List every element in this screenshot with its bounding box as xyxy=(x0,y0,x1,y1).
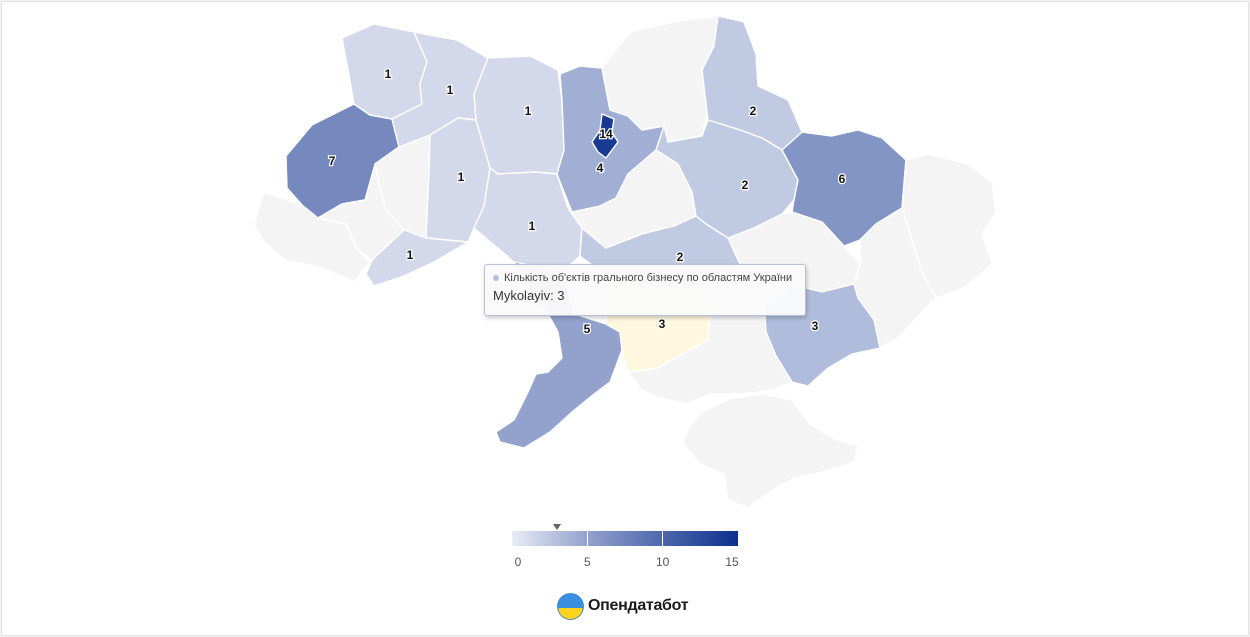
region-label-lviv: 7 xyxy=(329,154,336,168)
region-label-khmelnytskyi: 1 xyxy=(458,170,465,184)
region-label-kyiv-oblast: 4 xyxy=(597,161,604,175)
region-label-kharkiv: 6 xyxy=(839,172,846,186)
map-tooltip: Кількість об'єктів грального бізнесу по … xyxy=(484,264,806,316)
region-label-odesa: 5 xyxy=(584,322,591,336)
legend-hover-marker-icon xyxy=(553,524,562,530)
brand-logo-block: Опендатабот xyxy=(557,591,689,621)
region-label-zhytomyr: 1 xyxy=(525,104,532,118)
legend-tick-label: 5 xyxy=(583,555,591,569)
region-chernivtsi[interactable] xyxy=(365,229,469,287)
series-dot-icon xyxy=(493,275,499,281)
tooltip-series-name: Кількість об'єктів грального бізнесу по … xyxy=(504,272,793,284)
region-poltava[interactable] xyxy=(655,119,799,239)
region-zhytomyr[interactable] xyxy=(473,55,565,175)
region-label-zaporizhzhia: 3 xyxy=(812,319,819,333)
brand-name: Опендатабот xyxy=(588,597,689,614)
region-label-rivne: 1 xyxy=(447,83,454,97)
region-label-kyiv-city: 14 xyxy=(599,127,613,141)
color-legend: 0 5 10 15 xyxy=(512,522,740,572)
legend-tick-label: 0 xyxy=(514,555,522,569)
legend-divider xyxy=(586,531,588,546)
region-label-chernivtsi: 1 xyxy=(407,248,414,262)
opendatabot-logo-icon xyxy=(557,592,584,620)
region-crimea[interactable] xyxy=(681,393,859,509)
tooltip-point-value: Mykolayiv: 3 xyxy=(493,288,565,303)
region-label-vinnytsia: 1 xyxy=(529,219,536,233)
tooltip-series-row: Кількість об'єктів грального бізнесу по … xyxy=(493,272,797,284)
region-chernihiv[interactable] xyxy=(601,15,719,143)
region-label-mykolaiv: 3 xyxy=(659,317,666,331)
legend-gradient-bar xyxy=(512,531,738,546)
legend-divider xyxy=(662,531,664,546)
region-label-kirovohrad: 2 xyxy=(677,250,684,264)
region-kyiv-city[interactable] xyxy=(591,113,619,159)
legend-tick-label: 10 xyxy=(655,555,670,569)
region-label-volyn: 1 xyxy=(385,67,392,81)
region-label-sumy: 2 xyxy=(750,104,757,118)
legend-tick-label: 15 xyxy=(725,555,739,569)
region-label-poltava: 2 xyxy=(742,178,749,192)
